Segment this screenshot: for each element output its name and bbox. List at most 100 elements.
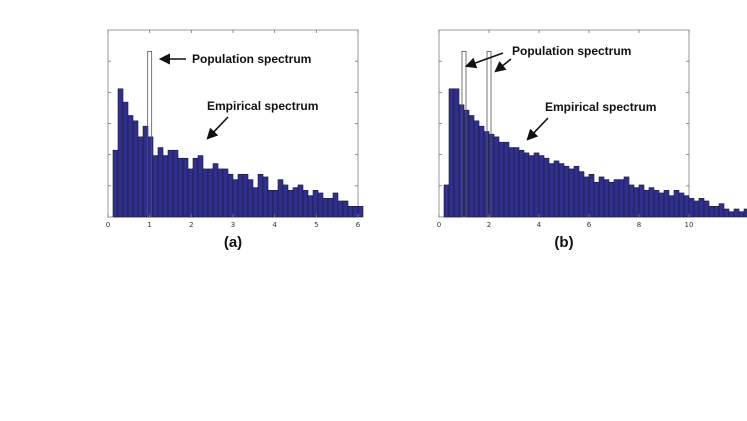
histogram-bar xyxy=(658,192,665,218)
histogram-bar xyxy=(518,149,525,218)
histogram-bar xyxy=(713,206,720,218)
histogram-bar xyxy=(458,104,465,218)
histogram-bar xyxy=(533,152,540,218)
histogram-bar xyxy=(668,195,675,218)
x-tick-label: 6 xyxy=(356,221,361,229)
histogram-bar xyxy=(648,187,655,218)
annotation-arrow xyxy=(206,116,229,140)
histogram-bar xyxy=(212,163,219,218)
histogram-bar xyxy=(718,203,725,218)
histogram-bars xyxy=(443,88,747,218)
x-tick-label: 4 xyxy=(537,221,542,229)
histogram-bar xyxy=(528,155,535,218)
x-tick-label: 0 xyxy=(106,221,110,229)
x-tick-label: 0 xyxy=(437,221,441,229)
axis-ticks: 0 2 4 6 8 10 xyxy=(437,30,693,229)
histogram-bar xyxy=(292,187,299,218)
histogram-bar xyxy=(157,147,164,218)
annotation-arrow xyxy=(464,52,504,69)
x-tick-label: 6 xyxy=(587,221,592,229)
histogram-bar xyxy=(558,163,565,218)
histogram-bar xyxy=(478,125,485,218)
histogram-bar xyxy=(322,198,329,218)
histogram-bar xyxy=(237,173,244,218)
histogram-bar xyxy=(513,147,520,218)
histogram-bar xyxy=(553,160,560,218)
histogram-bar xyxy=(618,179,625,218)
histogram-bar xyxy=(172,149,179,218)
x-tick-label: 3 xyxy=(231,221,235,229)
histogram-bar xyxy=(728,211,735,218)
histogram-bar xyxy=(578,171,585,218)
x-tick-label: 2 xyxy=(189,221,193,229)
histogram-bar xyxy=(488,133,495,218)
histogram-bar xyxy=(132,120,139,218)
histogram-bar xyxy=(122,101,129,218)
axis-ticks: 0 1 2 3 4 5 6 xyxy=(106,30,361,229)
annotation-empirical-spectrum: Empirical spectrum xyxy=(545,100,656,114)
annotation-arrow xyxy=(494,58,512,73)
histogram-bar xyxy=(573,165,580,218)
x-tick-label: 5 xyxy=(314,221,318,229)
histogram-bar xyxy=(633,187,640,218)
histogram-bar xyxy=(508,147,515,218)
histogram-bar xyxy=(247,179,254,218)
histogram-bar xyxy=(127,115,134,218)
histogram-bar xyxy=(523,152,530,218)
annotation-population-spectrum: Population spectrum xyxy=(512,44,631,58)
histogram-bar xyxy=(593,181,600,218)
histogram-bar xyxy=(167,149,174,218)
histogram-bar xyxy=(708,206,715,218)
histogram-bar xyxy=(182,157,189,218)
histogram-bar xyxy=(503,141,510,218)
histogram-bar xyxy=(448,88,455,218)
histogram-bar xyxy=(683,195,690,218)
histogram-bar xyxy=(337,200,344,218)
histogram-bar xyxy=(723,208,730,218)
histogram-bar xyxy=(222,168,229,218)
histogram-bar xyxy=(327,198,334,218)
histogram-bar xyxy=(262,176,269,218)
histogram-bar xyxy=(663,189,670,218)
histogram-bar xyxy=(357,206,364,218)
histogram-bar xyxy=(307,195,314,218)
annotation-empirical-spectrum: Empirical spectrum xyxy=(207,99,318,113)
histogram-bar xyxy=(217,168,224,218)
panel-label: (a) xyxy=(224,234,242,251)
histogram-bar xyxy=(583,176,590,218)
histogram-bar xyxy=(473,120,480,218)
histogram-bar xyxy=(287,189,294,218)
histogram-bar xyxy=(332,192,339,218)
histogram-bar xyxy=(688,198,695,218)
histogram-bar xyxy=(463,109,470,218)
histogram-bar xyxy=(543,157,550,218)
histogram-bar xyxy=(142,125,149,218)
histogram-bar xyxy=(568,168,575,218)
histogram-bar xyxy=(563,165,570,218)
histogram-bar xyxy=(232,179,239,218)
histogram-bar xyxy=(252,187,259,218)
histogram-bar xyxy=(352,206,359,218)
x-tick-label: 4 xyxy=(272,221,277,229)
histogram-bar xyxy=(588,173,595,218)
histogram-bar xyxy=(628,184,635,218)
histogram-bar xyxy=(257,173,264,218)
histogram-bar xyxy=(498,141,505,218)
histogram-bar xyxy=(207,168,214,218)
x-tick-label: 2 xyxy=(487,221,491,229)
histogram-bar xyxy=(703,200,710,218)
histogram-bar xyxy=(643,189,650,218)
histogram-bar xyxy=(272,189,279,218)
histogram-bar xyxy=(483,131,490,218)
histogram-bar xyxy=(187,168,194,218)
histogram-bar xyxy=(638,184,645,218)
histogram-bar xyxy=(117,88,124,218)
histogram-bar xyxy=(653,189,660,218)
histogram-bar xyxy=(152,155,159,218)
histogram-bar xyxy=(282,184,289,218)
histogram-bar xyxy=(493,136,500,218)
histogram-bar xyxy=(603,179,610,218)
chart-panel-b: 0 2 4 6 8 10 (b) Population spectrum Empirica… xyxy=(437,29,747,251)
histogram-bar xyxy=(733,208,740,218)
